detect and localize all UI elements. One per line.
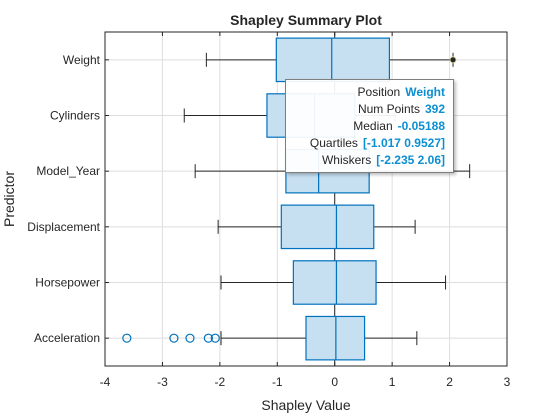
x-tick-label: -3 bbox=[157, 375, 168, 389]
datatip-quartiles-row: Quartiles [-1.017 0.9527] bbox=[286, 135, 453, 152]
outlier-point[interactable] bbox=[210, 333, 220, 343]
y-axis-label: Predictor bbox=[1, 171, 17, 227]
y-tick-label: Displacement bbox=[27, 220, 100, 234]
chart-title: Shapley Summary Plot bbox=[230, 12, 382, 28]
box-horsepower[interactable] bbox=[220, 260, 447, 305]
box-acceleration[interactable] bbox=[122, 315, 418, 361]
datatip-position-label: Position bbox=[357, 85, 401, 99]
x-axis-label: Shapley Value bbox=[261, 397, 350, 413]
datatip-marker[interactable] bbox=[449, 56, 457, 64]
box-displacement[interactable] bbox=[217, 204, 416, 250]
y-tick-label: Horsepower bbox=[35, 276, 100, 290]
y-tick-label: Model_Year bbox=[36, 164, 100, 178]
outlier-point[interactable] bbox=[203, 333, 213, 343]
datatip-numpoints-row: Num Points 392 bbox=[286, 101, 453, 118]
outlier-point[interactable] bbox=[169, 333, 179, 343]
iqr-box[interactable] bbox=[275, 37, 391, 83]
data-tip: Position Weight Num Points 392 Median -0.05… bbox=[285, 79, 454, 173]
datatip-whiskers-label: Whiskers bbox=[321, 153, 372, 167]
datatip-numpoints-value: 392 bbox=[424, 102, 445, 116]
x-tick-label: 0 bbox=[331, 375, 338, 389]
x-tick-label: 3 bbox=[504, 375, 511, 389]
datatip-position-value: Weight bbox=[405, 85, 445, 99]
outlier-point[interactable] bbox=[185, 333, 195, 343]
x-tick-label: -1 bbox=[272, 375, 283, 389]
datatip-position-row: Position Weight bbox=[286, 84, 453, 101]
iqr-box[interactable] bbox=[292, 260, 377, 305]
y-tick-label: Weight bbox=[63, 53, 101, 67]
datatip-whiskers-value: [-2.235 2.06] bbox=[376, 153, 445, 167]
iqr-box[interactable] bbox=[280, 204, 375, 250]
x-tick-label: 2 bbox=[446, 375, 453, 389]
datatip-median-row: Median -0.05188 bbox=[286, 118, 453, 135]
outlier-point[interactable] bbox=[122, 333, 132, 343]
datatip-median-value: -0.05188 bbox=[397, 119, 445, 133]
y-tick-label: Acceleration bbox=[34, 331, 100, 345]
y-tick-label: Cylinders bbox=[50, 109, 100, 123]
datatip-quartiles-label: Quartiles bbox=[309, 136, 358, 150]
box-weight[interactable] bbox=[205, 37, 454, 83]
x-tick-label: 1 bbox=[389, 375, 396, 389]
axes-frame bbox=[104, 31, 508, 367]
datatip-median-label: Median bbox=[353, 119, 393, 133]
x-tick-label: -2 bbox=[215, 375, 226, 389]
datatip-quartiles-value: [-1.017 0.9527] bbox=[362, 136, 445, 150]
tick-labels: -4 -3 -2 -1 0 1 2 3 Acceleration Horsepower Displa… bbox=[27, 32, 511, 389]
x-tick-label: -4 bbox=[100, 375, 111, 389]
datatip-whiskers-row: Whiskers [-2.235 2.06] bbox=[286, 152, 453, 169]
datatip-numpoints-label: Num Points bbox=[357, 102, 420, 116]
